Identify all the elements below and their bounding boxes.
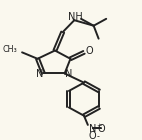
Text: O: O: [86, 46, 94, 56]
Text: N: N: [36, 69, 43, 79]
Text: O: O: [98, 124, 105, 134]
Text: NH: NH: [68, 12, 83, 22]
Text: -: -: [97, 132, 100, 140]
Text: CH₃: CH₃: [3, 45, 17, 54]
Text: N: N: [89, 124, 96, 134]
Text: +: +: [97, 123, 102, 129]
Text: N: N: [65, 69, 72, 79]
Text: O: O: [89, 131, 97, 140]
